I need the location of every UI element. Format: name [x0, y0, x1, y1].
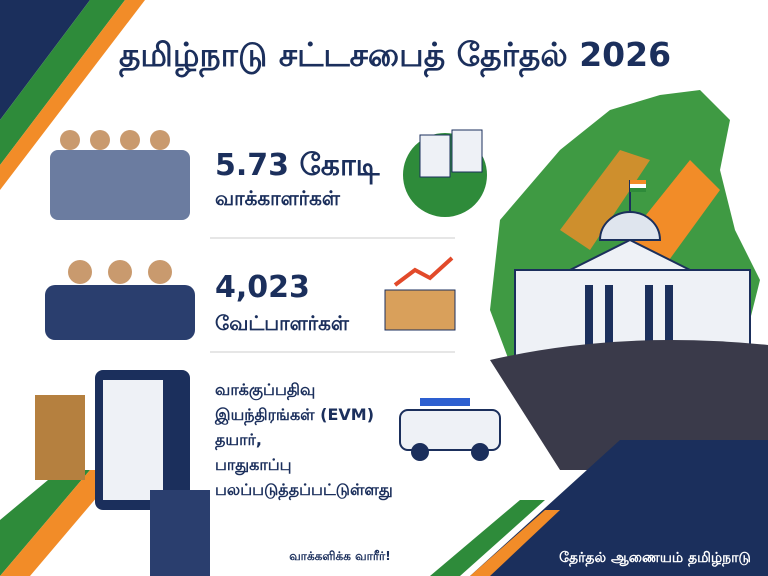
- slogan: வாக்களிக்க வாரீர்!: [289, 549, 391, 563]
- stripe: [470, 510, 560, 576]
- evm-line: பாதுகாப்பு: [215, 455, 292, 475]
- map-stripe: [560, 150, 650, 250]
- evm-line: இயந்திரங்கள் (EVM): [214, 405, 374, 425]
- columns: [585, 285, 673, 355]
- stat-label: வேட்பாளர்கள்: [215, 311, 350, 335]
- ballot-box-icon: [384, 256, 456, 331]
- flag: [630, 188, 646, 192]
- building-roof: [569, 238, 691, 271]
- stat-value: 4,023: [215, 270, 310, 305]
- evm-icon: [35, 370, 210, 576]
- title: தமிழ்நாடு சட்டசபைத் தேர்தல் 2026: [119, 35, 671, 78]
- stripe: [0, 470, 120, 576]
- dome: [598, 211, 662, 241]
- flag: [630, 180, 646, 184]
- candidates-icon: [45, 260, 195, 340]
- crowd: [490, 340, 768, 470]
- id-cards-icon: [403, 129, 487, 217]
- stat-label: வாக்காளர்கள்: [215, 186, 341, 210]
- voters-icon: [50, 130, 190, 220]
- flag: [630, 184, 646, 188]
- police-car-icon: [399, 398, 501, 461]
- evm-line: பலப்படுத்தப்பட்டுள்ளது: [215, 480, 393, 500]
- stripe: [0, 0, 145, 190]
- evm-line: வாக்குப்பதிவு: [215, 380, 315, 401]
- stat-value: 5.73 கோடி: [215, 148, 381, 185]
- stripe: [430, 500, 545, 576]
- issuer: தேர்தல் ஆணையம் தமிழ்நாடு: [559, 550, 751, 567]
- evm-line: தயார்,: [215, 430, 262, 450]
- footer-block: [470, 440, 768, 576]
